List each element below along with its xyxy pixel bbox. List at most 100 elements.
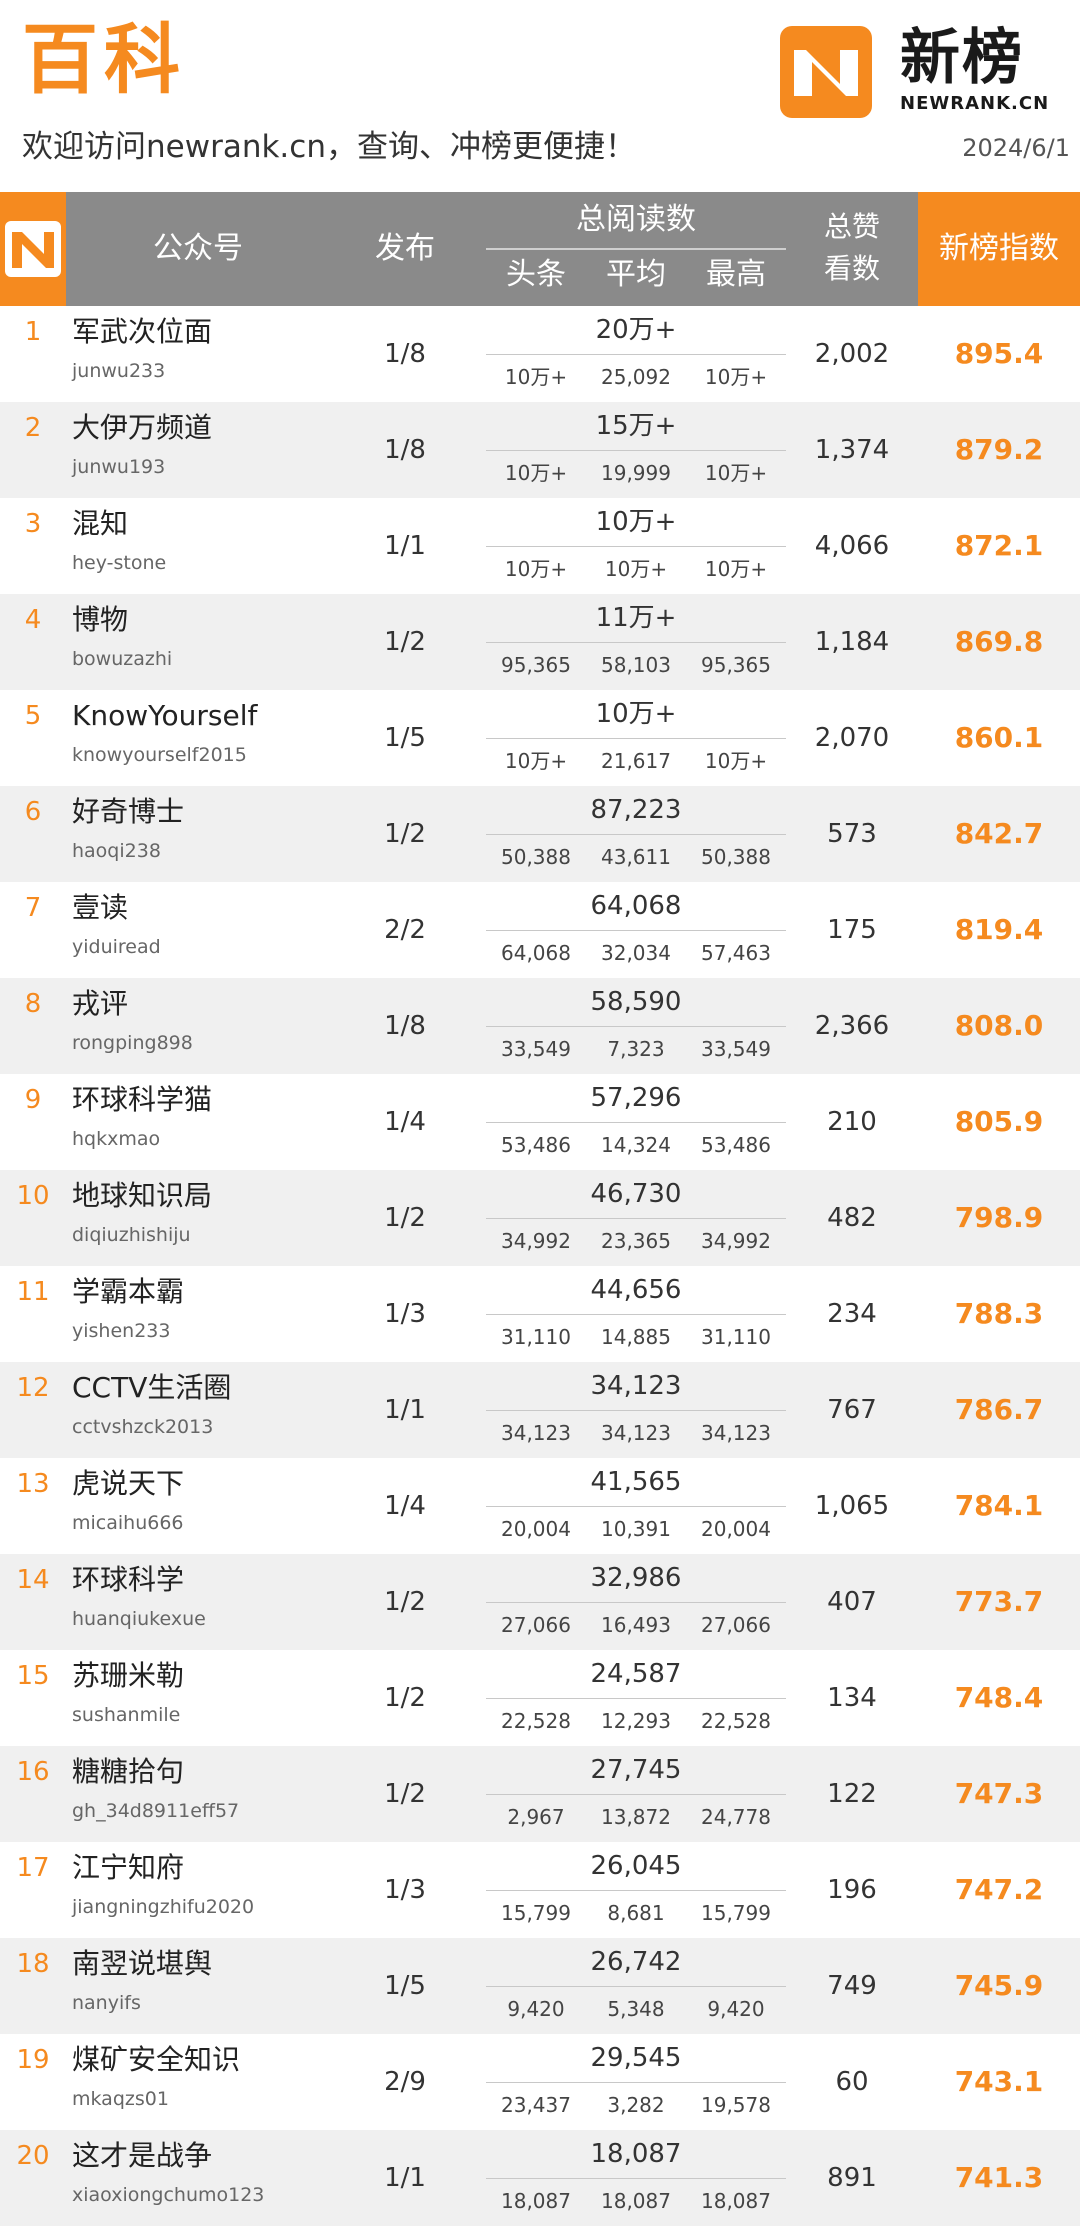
- account-id: hqkxmao: [72, 1128, 161, 1150]
- reads-divider: [486, 738, 786, 739]
- reads-divider: [486, 354, 786, 355]
- reads-divider: [486, 642, 786, 643]
- table-row: 18 南翌说堪舆 nanyifs 1/5 26,742 9,420 5,348 9,420 74…: [0, 1938, 1080, 2034]
- col-average: 平均: [606, 257, 666, 292]
- newrank-index: 808.0: [954, 1009, 1044, 1042]
- total-reads: 10万+: [595, 507, 677, 537]
- reads-divider: [486, 2082, 786, 2083]
- headline-reads: 33,549: [501, 1037, 571, 1061]
- headline-reads: 10万+: [504, 365, 568, 389]
- average-reads: 58,103: [601, 653, 671, 677]
- publish-count: 1/2: [384, 627, 426, 657]
- max-reads: 18,087: [701, 2189, 771, 2213]
- reads-divider: [486, 1122, 786, 1123]
- total-reads: 10万+: [595, 699, 677, 729]
- reads-divider: [486, 2178, 786, 2179]
- table-row: 5 KnowYourself knowyourself2015 1/5 10万+ 10万+…: [0, 690, 1080, 786]
- rank-number: 15: [16, 1661, 50, 1691]
- account-id: yishen233: [72, 1320, 171, 1342]
- rank-number: 11: [16, 1277, 50, 1307]
- average-reads: 10,391: [601, 1517, 671, 1541]
- average-reads: 16,493: [601, 1613, 671, 1637]
- total-reads: 46,730: [590, 1179, 682, 1209]
- likes-count: 891: [827, 2163, 877, 2193]
- rank-number: 17: [16, 1853, 50, 1883]
- newrank-index: 798.9: [954, 1201, 1044, 1234]
- account-id: huanqiukexue: [72, 1608, 206, 1630]
- rank-number: 14: [16, 1565, 50, 1595]
- max-reads: 9,420: [707, 1997, 765, 2021]
- reads-divider: [486, 1410, 786, 1411]
- reads-divider: [486, 1026, 786, 1027]
- table-row: 16 糖糖拾句 gh_34d8911eff57 1/2 27,745 2,967 13,87…: [0, 1746, 1080, 1842]
- publish-count: 1/2: [384, 819, 426, 849]
- account-name: 虎说天下: [72, 1467, 185, 1500]
- average-reads: 3,282: [607, 2093, 665, 2117]
- table-row: 8 戎评 rongping898 1/8 58,590 33,549 7,323 33,549…: [0, 978, 1080, 1074]
- account-id: micaihu666: [72, 1512, 184, 1534]
- newrank-index: 872.1: [954, 529, 1044, 562]
- average-reads: 19,999: [601, 461, 671, 485]
- newrank-index: 860.1: [954, 721, 1044, 754]
- rank-number: 2: [24, 413, 42, 443]
- rank-number: 7: [24, 893, 42, 923]
- headline-reads: 23,437: [501, 2093, 571, 2117]
- account-id: rongping898: [72, 1032, 193, 1054]
- account-name: 江宁知府: [72, 1851, 185, 1884]
- reads-divider: [486, 1698, 786, 1699]
- newrank-index: 842.7: [954, 817, 1044, 850]
- account-id: jiangningzhifu2020: [72, 1896, 255, 1918]
- publish-count: 1/1: [384, 531, 426, 561]
- account-id: junwu193: [72, 456, 166, 478]
- page-subtitle: 欢迎访问newrank.cn，查询、冲榜更便捷！: [22, 129, 636, 165]
- reads-divider: [486, 1506, 786, 1507]
- col-likes-line2: 看数: [823, 252, 880, 285]
- headline-reads: 2,967: [507, 1805, 565, 1829]
- newrank-index: 788.3: [954, 1297, 1044, 1330]
- account-id: xiaoxiongchumo123: [72, 2184, 265, 2206]
- likes-count: 1,374: [814, 435, 890, 465]
- total-reads: 20万+: [595, 315, 677, 345]
- publish-count: 1/1: [384, 2163, 426, 2193]
- col-max: 最高: [706, 257, 766, 292]
- average-reads: 25,092: [601, 365, 671, 389]
- account-name: CCTV生活圈: [72, 1371, 232, 1404]
- likes-count: 482: [827, 1203, 877, 1233]
- likes-count: 210: [827, 1107, 877, 1137]
- table-row: 2 大伊万频道 junwu193 1/8 15万+ 10万+ 19,999 10万+ 1,374…: [0, 402, 1080, 498]
- rank-number: 20: [16, 2141, 50, 2171]
- max-reads: 10万+: [704, 749, 768, 773]
- publish-count: 1/8: [384, 1011, 426, 1041]
- likes-count: 407: [827, 1587, 877, 1617]
- rank-number: 10: [16, 1181, 50, 1211]
- max-reads: 10万+: [704, 461, 768, 485]
- reads-divider: [486, 546, 786, 547]
- average-reads: 13,872: [601, 1805, 671, 1829]
- table-row: 10 地球知识局 diqiuzhishiju 1/2 46,730 34,992 23,36…: [0, 1170, 1080, 1266]
- max-reads: 31,110: [701, 1325, 771, 1349]
- col-publish: 发布: [375, 231, 435, 266]
- newrank-index: 805.9: [954, 1105, 1044, 1138]
- newrank-index: 786.7: [954, 1393, 1044, 1426]
- reads-divider: [486, 450, 786, 451]
- account-id: yiduiread: [72, 936, 161, 958]
- total-reads: 29,545: [590, 2043, 682, 2073]
- account-name: 军武次位面: [72, 315, 213, 348]
- table-row: 19 煤矿安全知识 mkaqzs01 2/9 29,545 23,437 3,282 19,5…: [0, 2034, 1080, 2130]
- max-reads: 19,578: [701, 2093, 771, 2117]
- logo-text: 新榜: [900, 23, 1024, 93]
- average-reads: 8,681: [607, 1901, 665, 1925]
- total-reads: 44,656: [590, 1275, 682, 1305]
- newrank-index: 819.4: [954, 913, 1044, 946]
- logo-subtext: NEWRANK.CN: [900, 93, 1050, 114]
- total-reads: 11万+: [595, 603, 677, 633]
- account-id: hey-stone: [72, 552, 167, 574]
- headline-reads: 9,420: [507, 1997, 565, 2021]
- total-reads: 18,087: [590, 2139, 682, 2169]
- likes-count: 234: [827, 1299, 877, 1329]
- reads-divider: [486, 834, 786, 835]
- newrank-logo: 新榜 NEWRANK.CN: [780, 23, 1080, 118]
- average-reads: 23,365: [601, 1229, 671, 1253]
- account-id: haoqi238: [72, 840, 161, 862]
- total-reads: 64,068: [590, 891, 682, 921]
